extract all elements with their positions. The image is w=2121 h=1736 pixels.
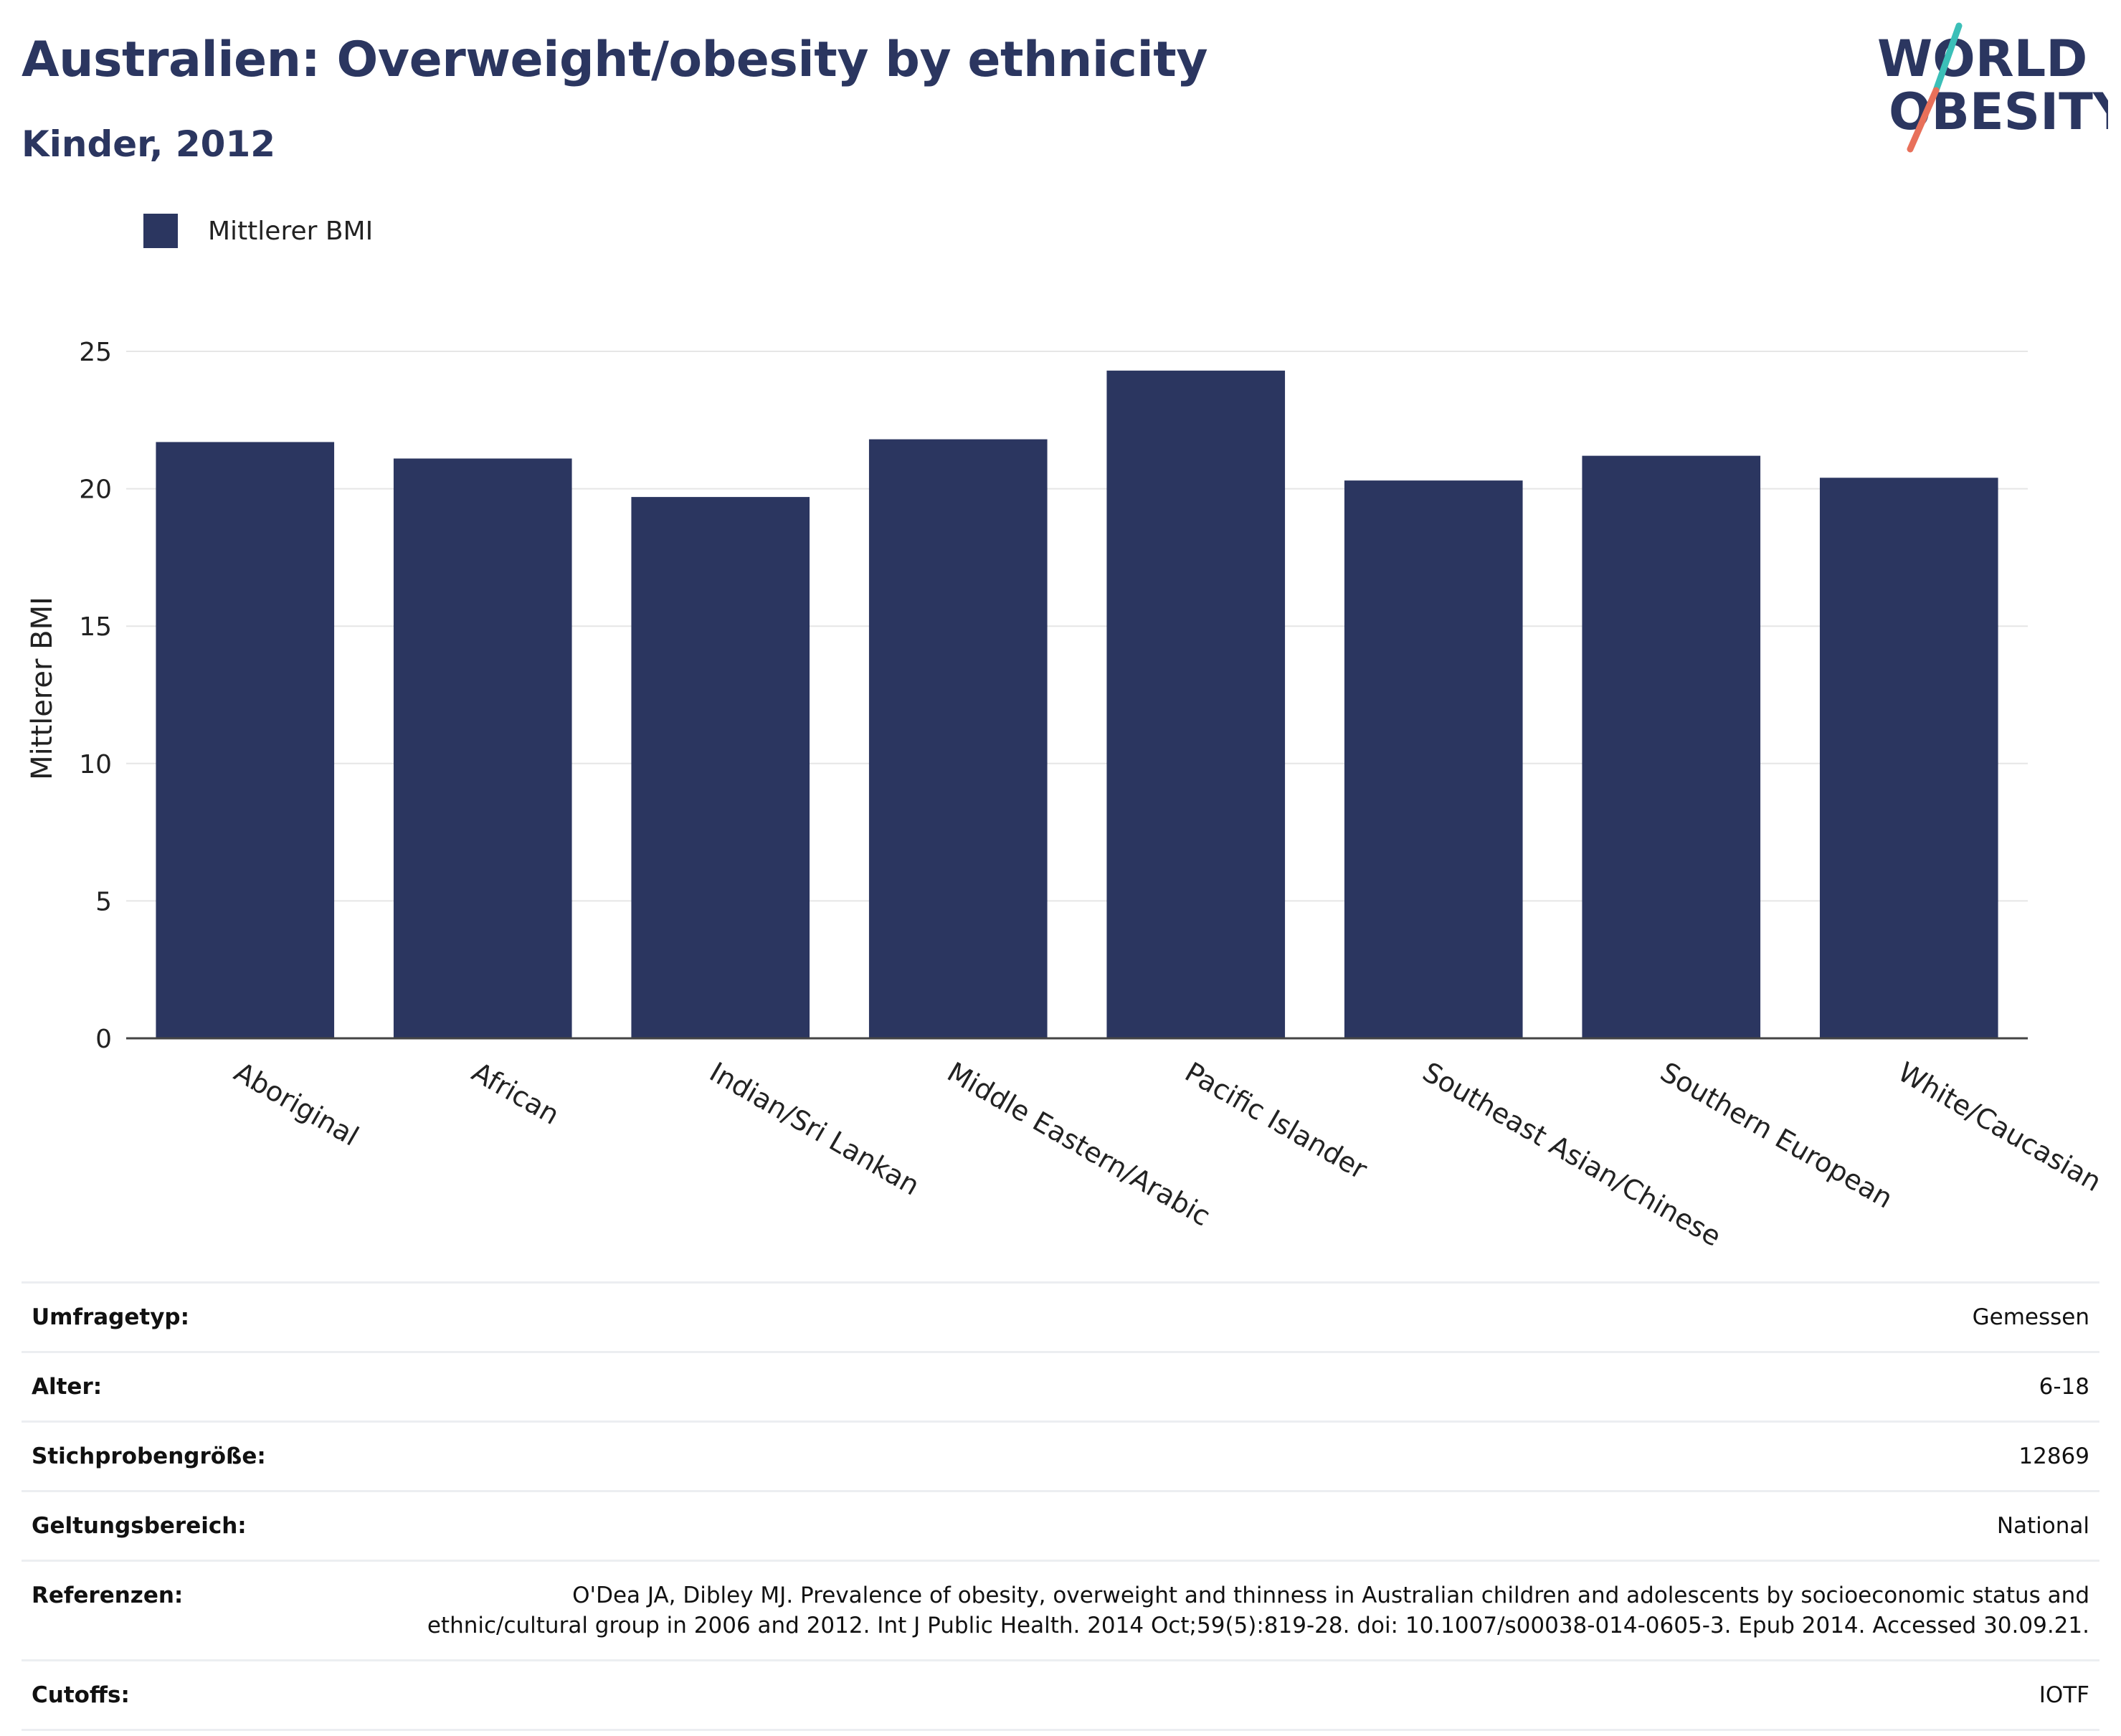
y-tick-label: 10 (79, 750, 112, 779)
bar[interactable] (631, 497, 810, 1038)
info-value: O'Dea JA, Dibley MJ. Prevalence of obesi… (427, 1583, 2089, 1638)
info-value: IOTF (2039, 1682, 2089, 1708)
bar[interactable] (868, 439, 1048, 1038)
legend-label: Mittlerer BMI (208, 216, 374, 246)
chart-legend[interactable]: Mittlerer BMI (143, 214, 373, 248)
x-tick-label: Pacific Islander (1180, 1056, 1372, 1186)
bar[interactable] (1819, 478, 1998, 1038)
y-tick-label: 15 (79, 612, 112, 642)
info-key: Umfragetyp: (32, 1304, 189, 1330)
info-row: Referenzen: O'Dea JA, Dibley MJ. Prevalen… (22, 1560, 2099, 1661)
logo-slash-bottom (1907, 87, 1940, 153)
chart-title: Australien: Overweight/obesity by ethnic… (22, 32, 1208, 88)
info-key: Referenzen: (32, 1583, 184, 1608)
info-value: 6-18 (2039, 1374, 2089, 1400)
x-tick-label: Southern European (1655, 1056, 1898, 1215)
info-row: Alter: 6-18 (22, 1352, 2099, 1422)
info-row: Geltungsbereich: National (22, 1491, 2099, 1561)
logo-line-2: OBESITY (1889, 82, 2108, 141)
info-key: Stichprobengröße: (32, 1443, 266, 1469)
logo-line-1: WORLD (1877, 29, 2087, 88)
info-row: Stichprobengröße: 12869 (22, 1421, 2099, 1491)
x-tick-label: White/Caucasian (1893, 1056, 2107, 1198)
legend-swatch (143, 214, 178, 248)
bar[interactable] (1106, 370, 1286, 1038)
y-tick-label: 25 (79, 338, 112, 367)
world-obesity-logo: WORLD OBESITY (1877, 22, 2108, 153)
survey-info-table: Umfragetyp: Gemessen Alter: 6-18 Stichproben… (22, 1281, 2099, 1731)
x-tick-label: African (467, 1056, 565, 1131)
info-value: National (1996, 1513, 2089, 1539)
info-value: Gemessen (1972, 1304, 2089, 1330)
x-tick-label: Aboriginal (229, 1056, 364, 1152)
info-value: 12869 (2018, 1443, 2089, 1469)
bar[interactable] (393, 458, 572, 1038)
x-tick-labels: Aboriginal African Indian/Sri Lankan Middle… (229, 1056, 2107, 1253)
info-row: Umfragetyp: Gemessen (22, 1282, 2099, 1352)
info-key: Alter: (32, 1374, 103, 1400)
chart-subtitle: Kinder, 2012 (22, 123, 276, 165)
bar[interactable] (1344, 480, 1523, 1038)
x-tick-label: Indian/Sri Lankan (704, 1056, 925, 1202)
info-row: Cutoffs: IOTF (22, 1660, 2099, 1730)
y-tick-label: 5 (95, 887, 112, 916)
info-key: Geltungsbereich: (32, 1513, 247, 1539)
bar[interactable] (156, 442, 335, 1038)
y-tick-labels: 0 5 10 15 20 25 (79, 338, 112, 1054)
y-tick-label: 20 (79, 475, 112, 505)
bar[interactable] (1582, 455, 1761, 1038)
bars (156, 370, 1998, 1038)
y-tick-label: 0 (95, 1025, 112, 1054)
x-tick-label: Middle Eastern/Arabic (942, 1056, 1216, 1233)
bar-chart: 0 5 10 15 20 25 Aboriginal African Indian/Sri L… (26, 338, 2107, 1253)
y-axis-title: Mittlerer BMI (26, 597, 59, 780)
info-key: Cutoffs: (32, 1682, 130, 1708)
logo-slash-top (1932, 22, 1963, 94)
